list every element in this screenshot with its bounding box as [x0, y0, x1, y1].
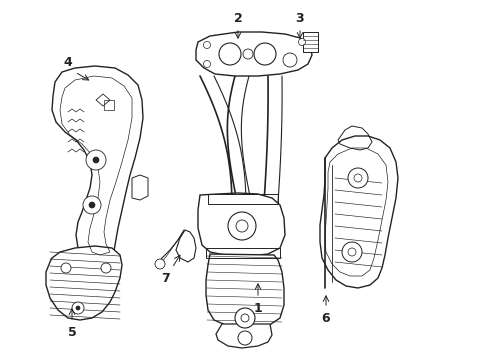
Text: 6: 6 — [321, 311, 329, 324]
Circle shape — [83, 196, 101, 214]
Text: 4: 4 — [63, 55, 72, 68]
Polygon shape — [216, 324, 271, 348]
Circle shape — [203, 60, 210, 68]
Circle shape — [353, 174, 361, 182]
Circle shape — [93, 157, 99, 163]
Circle shape — [72, 302, 84, 314]
Circle shape — [89, 202, 95, 208]
Polygon shape — [205, 254, 284, 328]
Text: 1: 1 — [253, 302, 262, 315]
Circle shape — [347, 248, 355, 256]
Polygon shape — [303, 32, 317, 52]
Polygon shape — [319, 136, 397, 288]
Text: 5: 5 — [67, 325, 76, 338]
Circle shape — [235, 308, 254, 328]
Circle shape — [283, 53, 296, 67]
Polygon shape — [198, 193, 285, 256]
Circle shape — [219, 43, 241, 65]
Circle shape — [347, 168, 367, 188]
Circle shape — [243, 49, 252, 59]
Text: 7: 7 — [162, 271, 170, 284]
Circle shape — [155, 259, 164, 269]
Circle shape — [86, 150, 106, 170]
Circle shape — [341, 242, 361, 262]
Text: 2: 2 — [233, 12, 242, 24]
Polygon shape — [46, 246, 122, 320]
Circle shape — [76, 306, 80, 310]
Circle shape — [61, 263, 71, 273]
Polygon shape — [176, 230, 196, 262]
Circle shape — [241, 314, 248, 322]
Polygon shape — [196, 32, 311, 76]
Circle shape — [253, 43, 275, 65]
Circle shape — [238, 331, 251, 345]
Circle shape — [236, 220, 247, 232]
Circle shape — [203, 41, 210, 49]
Polygon shape — [52, 66, 142, 268]
Text: 3: 3 — [295, 12, 304, 24]
Circle shape — [298, 39, 305, 45]
Circle shape — [227, 212, 256, 240]
Circle shape — [101, 263, 111, 273]
